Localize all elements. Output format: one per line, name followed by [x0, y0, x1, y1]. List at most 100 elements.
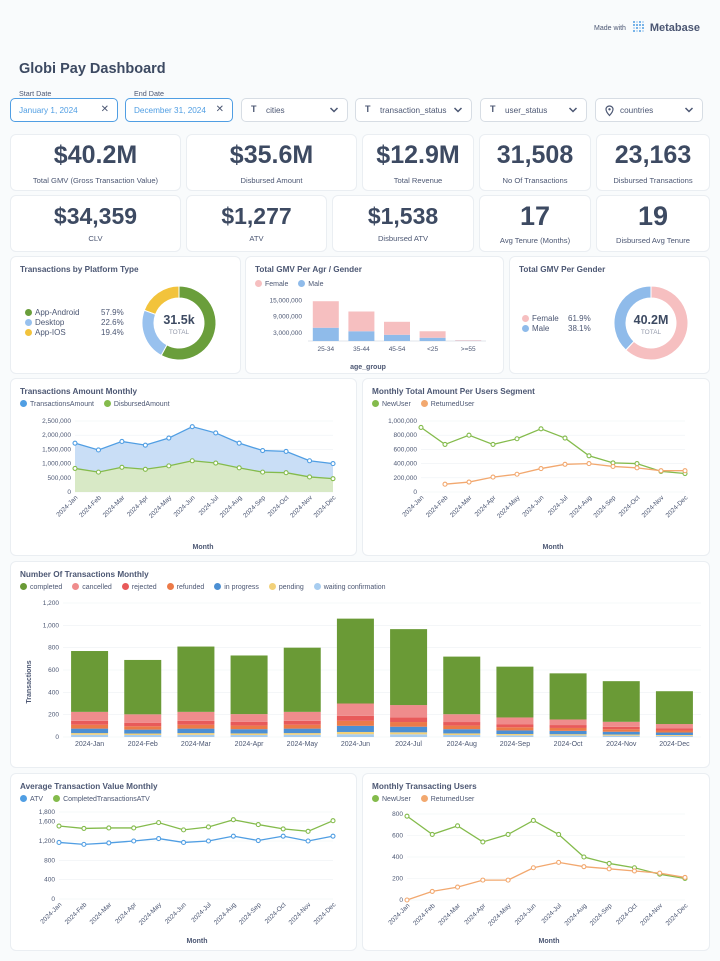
data-point: [682, 468, 688, 474]
end-date-label: End Date: [134, 89, 164, 98]
kpi-disbursed-avg-tenure[interactable]: 19 Disbursed Avg Tenure: [596, 195, 710, 252]
legend-item-ios[interactable]: App-IOS 19.4%: [25, 328, 124, 338]
card-title: Monthly Total Amount Per Users Segment: [372, 387, 535, 396]
legend-item-completed[interactable]: completed: [20, 583, 62, 591]
data-point: [189, 424, 195, 430]
legend-item-new-user[interactable]: NewUser: [372, 795, 411, 803]
cities-filter[interactable]: T cities: [241, 98, 348, 122]
tx-count-stacked-bar-chart[interactable]: Transactions 1,200 1,000 800 600 400 200 0 2024…: [11, 594, 710, 768]
segment-monthly-card[interactable]: Monthly Total Amount Per Users Segment N…: [362, 378, 710, 556]
x-tick-label: 25-34: [317, 346, 334, 353]
bar-segment-pending: [283, 733, 321, 735]
x-tick-label: 2024-Sep: [500, 741, 530, 748]
metabase-branding[interactable]: Made with Metabase: [594, 20, 700, 34]
data-point: [236, 440, 242, 446]
legend-item-returned-user[interactable]: ReturnedUser: [420, 400, 474, 408]
kpi-clv[interactable]: $34,359 CLV: [10, 195, 181, 252]
x-tick-label: 2024-May: [496, 494, 522, 520]
data-point: [56, 839, 62, 846]
data-point: [213, 430, 219, 436]
x-tick-label: >=55: [461, 346, 476, 353]
legend-item-waiting-confirmation[interactable]: waiting confirmation: [313, 583, 386, 591]
data-point: [606, 860, 612, 867]
legend-item-android[interactable]: App-Android 57.9%: [25, 308, 124, 318]
legend-item-male[interactable]: Male 38.1%: [522, 324, 591, 334]
bar-segment-pending: [549, 734, 587, 736]
platform-type-card[interactable]: Transactions by Platform Type App-Androi…: [10, 256, 241, 374]
legend-item-rejected[interactable]: rejected: [121, 583, 157, 591]
kpi-no-of-transactions[interactable]: 31,508 No Of Transactions: [479, 134, 591, 191]
kpi-total-revenue[interactable]: $12.9M Total Revenue: [362, 134, 474, 191]
countries-filter[interactable]: countries: [595, 98, 703, 122]
made-with-text: Made with: [594, 25, 626, 32]
atv-monthly-card[interactable]: Average Transaction Value Monthly ATV Co…: [10, 773, 357, 951]
kpi-disbursed-transactions[interactable]: 23,163 Disbursed Transactions: [596, 134, 710, 191]
kpi-disbursed-amount[interactable]: $35.6M Disbursed Amount: [186, 134, 357, 191]
legend-item-transactions-amount[interactable]: TransactionsAmount: [20, 400, 94, 408]
x-tick-label: 2024-Jan: [55, 494, 79, 518]
kpi-value: $34,359: [53, 203, 138, 229]
series-line: [74, 425, 334, 465]
close-icon[interactable]: ✕: [100, 104, 109, 115]
legend-dot: [53, 795, 61, 802]
legend-label: rejected: [131, 584, 157, 591]
bar-segment-waiting-confirmation: [336, 734, 374, 737]
legend-item-completed-atv[interactable]: CompletedTransactionsATV: [53, 795, 150, 803]
platform-donut-chart[interactable]: 31.5k TOTAL: [139, 283, 219, 363]
kpi-atv[interactable]: $1,277 ATV: [186, 195, 327, 252]
bar-segment-cancelled: [602, 721, 640, 727]
y-tick-label: 1,000,000: [388, 418, 417, 425]
legend-item-female[interactable]: Female: [255, 280, 288, 288]
users-monthly-card[interactable]: Monthly Transacting Users NewUser Return…: [362, 773, 710, 951]
x-axis-title: Month: [187, 938, 208, 945]
x-tick-label: 2024-Mar: [437, 902, 462, 927]
gmv-gender-card[interactable]: Total GMV Per Gender Female 61.9% Male 38.…: [509, 256, 710, 374]
data-point: [305, 838, 311, 844]
data-point: [454, 823, 461, 829]
user-status-filter[interactable]: T user_status: [480, 98, 587, 122]
kpi-total-gmv[interactable]: $40.2M Total GMV (Gross Transaction Valu…: [10, 134, 181, 191]
start-date-filter[interactable]: January 1, 2024 ✕: [10, 98, 118, 122]
age-gender-bar-chart[interactable]: age_group 15,000,000 9,000,000 3,000,000 25…: [246, 291, 504, 374]
legend-item-new-user[interactable]: NewUser: [372, 400, 411, 408]
legend-item-returned-user[interactable]: ReturnedUser: [420, 795, 474, 803]
bar-segment-waiting-confirmation: [230, 734, 268, 737]
kpi-disbursed-atv[interactable]: $1,538 Disbursed ATV: [332, 195, 474, 252]
gmv-age-gender-card[interactable]: Total GMV Per Agr / Gender Female Male a…: [245, 256, 504, 374]
close-icon[interactable]: ✕: [215, 104, 224, 115]
kpi-avg-tenure[interactable]: 17 Avg Tenure (Months): [479, 195, 591, 252]
segment-monthly-line-chart[interactable]: Month 1,000,000 800,000 600,000 400,000 200,…: [363, 409, 710, 556]
legend-item-atv[interactable]: ATV: [20, 795, 43, 803]
legend-item-cancelled[interactable]: cancelled: [72, 583, 112, 591]
legend-item-in-progress[interactable]: in progress: [214, 583, 259, 591]
legend-item-refunded[interactable]: refunded: [166, 583, 204, 591]
legend-item-female[interactable]: Female 61.9%: [522, 314, 591, 324]
metabase-logo-icon: [632, 21, 644, 32]
legend-item-pending[interactable]: pending: [268, 583, 304, 591]
amount-monthly-card[interactable]: Transactions Amount Monthly Transactions…: [10, 378, 357, 556]
dashboard-title: Globi Pay Dashboard: [19, 61, 166, 77]
data-point: [490, 441, 496, 447]
data-point: [119, 464, 125, 470]
tx-count-monthly-card[interactable]: Number Of Transactions Monthly completed…: [10, 561, 710, 768]
amount-monthly-area-chart[interactable]: Month 2,500,000 2,000,000 1,500,000 1,000,0…: [11, 409, 357, 556]
data-point: [657, 870, 663, 876]
y-tick-label: 200: [392, 876, 403, 883]
y-tick-label: 200,000: [394, 475, 418, 482]
legend-item-desktop[interactable]: Desktop 22.6%: [25, 318, 124, 328]
bar-segment-refunded: [390, 722, 428, 727]
gender-donut-chart[interactable]: 40.2M TOTAL: [611, 283, 691, 363]
kpi-label: CLV: [88, 234, 103, 243]
card-title: Transactions Amount Monthly: [20, 387, 138, 396]
bar-segment-rejected: [71, 720, 109, 725]
y-tick-label: 0: [413, 489, 417, 496]
legend-label: DisbursedAmount: [113, 401, 170, 408]
legend-item-male[interactable]: Male: [298, 280, 323, 288]
bar-segment-completed: [71, 651, 109, 712]
x-tick-label: 2024-Nov: [288, 901, 313, 926]
end-date-filter[interactable]: December 31, 2024 ✕: [125, 98, 233, 122]
legend-item-disbursed-amount[interactable]: DisbursedAmount: [103, 400, 170, 408]
transaction-status-filter[interactable]: T transaction_status: [355, 98, 472, 122]
